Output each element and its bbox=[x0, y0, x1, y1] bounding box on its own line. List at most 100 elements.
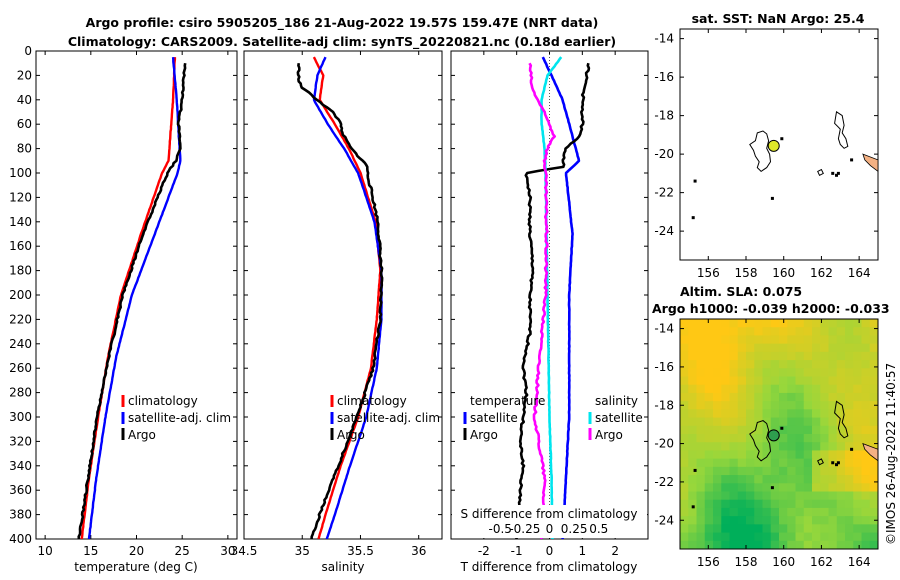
sla-cell bbox=[779, 368, 788, 378]
legend-label-argo: Argo bbox=[128, 428, 156, 442]
sla-cell bbox=[812, 483, 821, 493]
sla-cell bbox=[836, 425, 846, 435]
sla-cell bbox=[853, 475, 863, 484]
sla-cell bbox=[729, 434, 739, 443]
sla-cell bbox=[696, 417, 706, 427]
sla-cell bbox=[803, 499, 813, 509]
sla-cell bbox=[828, 507, 838, 517]
sla-cell bbox=[704, 516, 714, 525]
sla-cell bbox=[746, 425, 755, 435]
sla-cell bbox=[853, 335, 863, 345]
sla-cell bbox=[853, 409, 863, 419]
sla-cell bbox=[869, 458, 878, 468]
sla-cell bbox=[696, 409, 706, 419]
sla-cell bbox=[770, 442, 780, 452]
sla-cell bbox=[729, 475, 739, 484]
sla-cell bbox=[828, 368, 838, 378]
legend-label-salinity-argo: Argo bbox=[595, 428, 623, 442]
sla-cell bbox=[704, 368, 714, 378]
sla-cell bbox=[721, 483, 731, 493]
y-tick-label: 60 bbox=[17, 117, 32, 131]
map-x-tick-label: 158 bbox=[735, 266, 758, 280]
sla-cell bbox=[721, 368, 731, 378]
sla-cell bbox=[713, 343, 722, 353]
sla-cell bbox=[820, 360, 830, 369]
sla-cell bbox=[803, 483, 813, 493]
sla-cell bbox=[737, 376, 747, 386]
sla-cell bbox=[721, 384, 731, 394]
map-y-tick-label: -18 bbox=[654, 398, 674, 412]
x-tick-label: 25 bbox=[175, 544, 190, 558]
sla-cell bbox=[696, 516, 706, 525]
sla-cell bbox=[746, 507, 755, 517]
sla-cell bbox=[861, 466, 871, 476]
sla-cell bbox=[869, 491, 878, 501]
sla-cell bbox=[845, 458, 854, 468]
sla-cell bbox=[853, 401, 863, 410]
sla-cell bbox=[853, 450, 863, 460]
sla-cell bbox=[713, 335, 722, 345]
sla-cell bbox=[680, 442, 689, 452]
sla-cell bbox=[812, 327, 821, 337]
sla-cell bbox=[869, 360, 878, 369]
sla-cell bbox=[729, 327, 739, 337]
sla-cell bbox=[729, 532, 739, 542]
sla-cell bbox=[754, 335, 764, 345]
sla-cell bbox=[762, 392, 772, 402]
sla-cell bbox=[803, 376, 813, 386]
map-y-tick-label: -18 bbox=[654, 109, 674, 123]
sla-cell bbox=[754, 532, 764, 542]
sla-cell bbox=[803, 351, 813, 361]
map-y-tick-label: -16 bbox=[654, 360, 674, 374]
sla-cell bbox=[754, 466, 764, 476]
sla-cell bbox=[746, 401, 755, 410]
sla-cell bbox=[812, 376, 821, 386]
sla-cell bbox=[713, 434, 722, 443]
sla-cell bbox=[795, 343, 805, 353]
salinity-series bbox=[296, 56, 384, 539]
sla-cell bbox=[729, 491, 739, 501]
sla-cell bbox=[713, 442, 722, 452]
sla-cell bbox=[688, 384, 698, 394]
sla-cell bbox=[853, 384, 863, 394]
sla-cell bbox=[696, 540, 706, 549]
sla-cell bbox=[746, 499, 755, 509]
sla-cell bbox=[680, 368, 689, 378]
sla-cell bbox=[803, 507, 813, 517]
sla-cell bbox=[795, 466, 805, 476]
sla-cell bbox=[762, 384, 772, 394]
sla-cell bbox=[803, 442, 813, 452]
sla-cell bbox=[696, 524, 706, 534]
sla-cell bbox=[828, 343, 838, 353]
sla-cell bbox=[680, 466, 689, 476]
sla-cell bbox=[696, 360, 706, 369]
sla-cell bbox=[861, 475, 871, 484]
sla-cell bbox=[845, 499, 854, 509]
sla-cell bbox=[680, 507, 689, 517]
sla-cell bbox=[754, 516, 764, 525]
reef-outline bbox=[749, 420, 772, 462]
sla-cell bbox=[713, 376, 722, 386]
sla-cell bbox=[721, 458, 731, 468]
sla-cell bbox=[779, 466, 788, 476]
sla-cell bbox=[779, 417, 788, 427]
sla-cell bbox=[713, 475, 722, 484]
x-tick-label: 36 bbox=[411, 544, 426, 558]
sla-cell bbox=[869, 524, 878, 534]
sla-cell bbox=[704, 376, 714, 386]
sla-cell bbox=[795, 376, 805, 386]
sla-cell bbox=[779, 507, 788, 517]
sla-cell bbox=[795, 532, 805, 542]
sla-cell bbox=[787, 524, 797, 534]
salinity-xlabel: salinity bbox=[321, 560, 364, 574]
sla-cell bbox=[729, 401, 739, 410]
sla-cell bbox=[770, 483, 780, 493]
sla-cell bbox=[836, 540, 846, 549]
sst-map-ticks: 156 158 160 162 164 -14 -16 -18 -20 -22 -24 bbox=[654, 29, 878, 280]
sla-cell bbox=[820, 368, 830, 378]
map-x-tick-label: 164 bbox=[848, 555, 871, 569]
sla-cell bbox=[704, 434, 714, 443]
sla-cell bbox=[803, 475, 813, 484]
sla-cell bbox=[828, 450, 838, 460]
sla-cell bbox=[836, 491, 846, 501]
